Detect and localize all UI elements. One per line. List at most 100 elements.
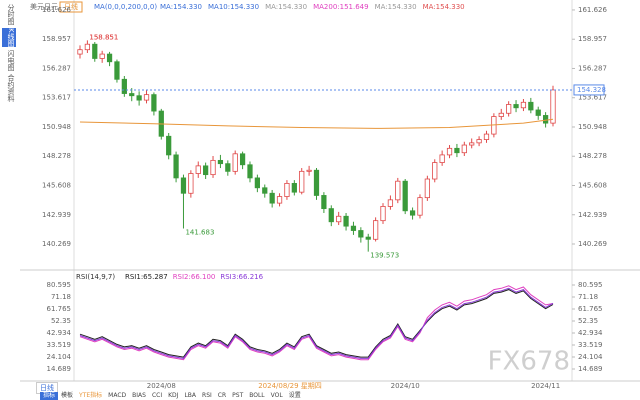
legend-entry: RSI1:65.287 (125, 273, 168, 281)
candle-body (173, 154, 179, 179)
candle-body (535, 109, 541, 116)
y-tick-label: 156.287 (42, 64, 71, 72)
ma-line (79, 118, 554, 129)
rsi-line (79, 287, 554, 359)
candle-body (195, 165, 201, 174)
candle-body (225, 163, 231, 172)
y-tick-label: 145.608 (578, 182, 607, 190)
legend-entry: RSI3:66.216 (220, 273, 263, 281)
y-tick-label: 145.608 (42, 182, 71, 190)
tab[interactable]: 模板 (61, 392, 74, 399)
candle-body (99, 53, 105, 59)
candle-body (469, 142, 475, 146)
tool-tab[interactable]: 分时图 (7, 4, 15, 25)
candle-body (373, 220, 379, 240)
y-tick-label: 153.617 (578, 94, 607, 102)
candle-body (143, 94, 150, 101)
candle-body (166, 135, 172, 156)
tab[interactable]: 指标 (40, 392, 59, 400)
candle-body (498, 112, 504, 117)
candle-body (454, 147, 460, 154)
candle-body (395, 180, 401, 201)
indicator-tab[interactable]: 设置 (288, 392, 301, 399)
y-tick-label: 33.519 (47, 341, 72, 349)
y-tick-label: 150.948 (42, 123, 71, 131)
rsi-title: RSI(14,9,7) (76, 273, 115, 281)
candle-body (506, 104, 512, 114)
y-tick-label: 142.939 (42, 211, 71, 219)
candle-body (380, 206, 386, 222)
candle-body (365, 236, 371, 240)
y-tick-label: 161.626 (578, 6, 607, 14)
candle-body (336, 215, 342, 223)
crosshair-date: 2024/08/29 星期四 (258, 382, 322, 390)
indicator-tab[interactable]: PST (232, 392, 244, 399)
extreme-label: 158.851 (89, 33, 118, 41)
candle-body (210, 159, 216, 176)
candle-body (402, 180, 408, 212)
candle-body (343, 215, 349, 227)
y-tick-label: 150.948 (578, 123, 607, 131)
tool-tab[interactable]: 合约资料 (7, 74, 15, 102)
y-tick-label: 14.689 (578, 365, 603, 373)
indicator-tab[interactable]: BIAS (132, 392, 146, 399)
candle-body (232, 153, 238, 172)
y-tick-label: 52.35 (51, 317, 71, 325)
candle-body (269, 192, 275, 204)
indicator-tab[interactable]: VOL (270, 392, 283, 399)
candle-body (84, 43, 91, 51)
candle-body (284, 182, 290, 197)
legend-entry: RSI2:66.100 (173, 273, 216, 281)
candle-body (180, 177, 187, 194)
y-tick-label: 161.626 (42, 6, 71, 14)
candle-body (513, 104, 519, 109)
y-tick-label: 80.595 (47, 281, 72, 289)
candle-body (299, 170, 305, 193)
indicator-tab[interactable]: RSI (202, 392, 212, 399)
candle-body (121, 78, 127, 94)
rsi-line (79, 285, 554, 361)
candle-body (106, 53, 113, 63)
y-tick-label: 42.934 (578, 329, 603, 337)
extreme-label: 139.573 (370, 252, 399, 260)
period: 日线 (64, 2, 78, 11)
candle-body (328, 208, 334, 223)
indicator-tab[interactable]: BOLL (249, 392, 265, 399)
candle-body (254, 177, 260, 189)
extreme-label: 141.683 (185, 229, 214, 237)
indicator-tab[interactable]: KDJ (168, 392, 179, 399)
indicator-tab[interactable]: CCI (151, 392, 163, 399)
candle-body (291, 182, 297, 193)
indicator-value: MA:154.330 (160, 3, 202, 11)
candle-body (446, 147, 453, 156)
y-tick-label: 61.765 (578, 305, 603, 313)
candle-body (350, 225, 357, 231)
indicator: MA(0,0,0,200,0,0) (94, 3, 157, 11)
tool-tab[interactable]: K线图 (2, 28, 16, 47)
indicator-value: MA:154.330 (265, 3, 307, 11)
indicator-tab[interactable]: YTE指标 (79, 392, 103, 399)
indicator-tab[interactable]: MACD (108, 392, 127, 399)
y-tick-label: 80.595 (578, 281, 603, 289)
candle-body (417, 197, 423, 216)
y-tick-label: 24.104 (47, 353, 72, 361)
indicator-value: MA200:151.649 (313, 3, 369, 11)
candle-body (358, 230, 364, 238)
tool-tab[interactable]: 闪电图 (7, 50, 15, 71)
candle-body (262, 187, 268, 194)
bottom-toolbar: 指标 模板 YTE指标 MACD BIAS CCI KDJ LBA RSI CR PST BOLL… (40, 392, 304, 400)
y-tick-label: 71.18 (578, 293, 598, 301)
candle-body (129, 93, 135, 97)
y-tick-label: 61.765 (47, 305, 72, 313)
candle-body (520, 101, 527, 109)
candle-body (483, 133, 490, 140)
x-tick-label: 2024/10 (391, 382, 420, 390)
y-tick-label: 158.957 (42, 35, 71, 43)
rsi-line (79, 289, 554, 358)
candle-body (461, 144, 467, 154)
indicator-tab[interactable]: LBA (184, 392, 197, 399)
indicator-tab[interactable]: CR (217, 392, 227, 399)
candle-body (542, 115, 549, 124)
